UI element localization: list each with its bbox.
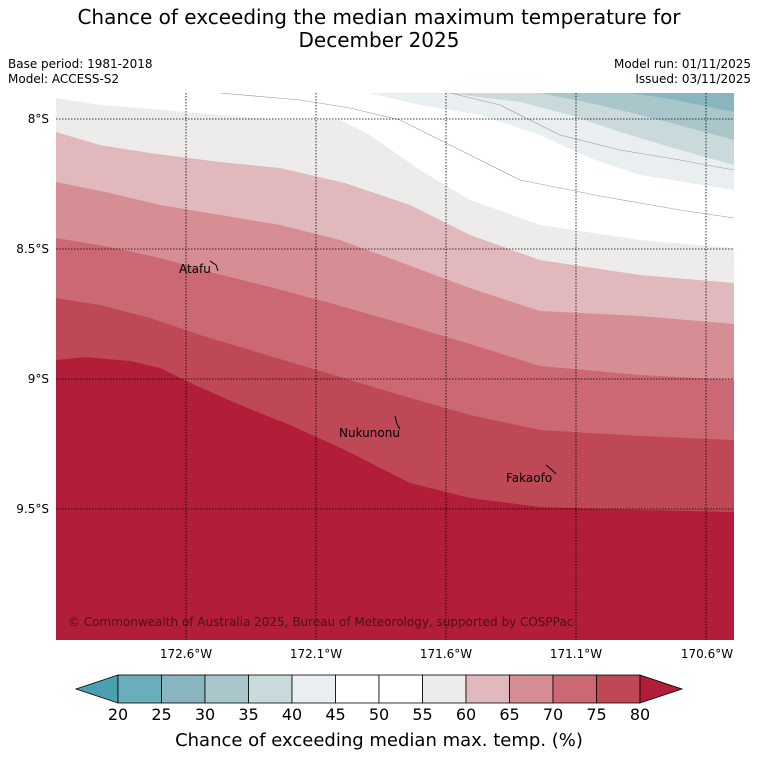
lon-label: 171.6°W <box>420 647 472 661</box>
colorbar-tick: 40 <box>282 705 302 724</box>
band-30-35 <box>540 93 734 140</box>
band-25-30 <box>630 93 734 112</box>
colorbar-tick: 55 <box>412 705 432 724</box>
issued-date: Issued: 03/11/2025 <box>635 72 751 86</box>
meta-left: Base period: 1981-2018 Model: ACCESS-S2 <box>8 57 153 87</box>
colorbar-swatch <box>378 674 423 704</box>
colorbar-swatch <box>596 674 641 704</box>
fakaofo-atoll <box>545 464 557 475</box>
colorbar-tick: 45 <box>325 705 345 724</box>
colorbar-tick: 30 <box>195 705 215 724</box>
colorbar <box>74 674 684 704</box>
model-name: Model: ACCESS-S2 <box>8 72 120 86</box>
copyright-note: © Commonwealth of Australia 2025, Bureau… <box>68 615 573 629</box>
colorbar-swatch <box>509 674 554 704</box>
colorbar-swatch <box>422 674 467 704</box>
lat-label: 9°S <box>28 372 49 386</box>
place-atafu: Atafu <box>179 262 211 276</box>
map-title: Chance of exceeding the median maximum t… <box>0 6 758 52</box>
colorbar-over-arrow <box>639 674 684 704</box>
title-line-1: Chance of exceeding the median maximum t… <box>77 5 681 29</box>
contour-lines <box>219 93 734 219</box>
nukunonu-atoll <box>394 415 401 430</box>
colorbar-swatch <box>465 674 510 704</box>
graticule <box>56 93 734 640</box>
colorbar-tick: 25 <box>151 705 171 724</box>
lat-label: 9.5°S <box>16 502 49 516</box>
base-period: Base period: 1981-2018 <box>8 57 153 71</box>
title-line-2: December 2025 <box>298 28 460 52</box>
meta-right: Model run: 01/11/2025 Issued: 03/11/2025 <box>614 57 751 87</box>
colorbar-tick: 20 <box>108 705 128 724</box>
colorbar-swatch <box>552 674 597 704</box>
colorbar-swatch <box>204 674 249 704</box>
colorbar-swatch <box>335 674 380 704</box>
colorbar-tick: 50 <box>369 705 389 724</box>
colorbar-tick: 35 <box>238 705 258 724</box>
lat-label: 8.5°S <box>16 242 49 256</box>
lon-label: 171.1°W <box>550 647 602 661</box>
atafu-atoll <box>209 260 219 272</box>
colorbar-tick: 80 <box>630 705 650 724</box>
place-nukunonu: Nukunonu <box>339 426 400 440</box>
lat-label: 8°S <box>28 112 49 126</box>
colorbar-tick: 65 <box>499 705 519 724</box>
colorbar-swatch <box>248 674 293 704</box>
lon-label: 170.6°W <box>681 647 733 661</box>
model-run: Model run: 01/11/2025 <box>613 57 751 71</box>
colorbar-tick: 70 <box>543 705 563 724</box>
colorbar-under-arrow <box>74 674 119 704</box>
colorbar-tick: 75 <box>586 705 606 724</box>
colorbar-swatch <box>291 674 336 704</box>
atoll-outlines <box>209 260 557 475</box>
colorbar-tick: 60 <box>456 705 476 724</box>
colorbar-tick-labels: 20 25 30 35 40 45 50 55 60 65 70 75 80 <box>108 705 650 724</box>
map-area <box>56 93 734 640</box>
colorbar-swatch <box>161 674 206 704</box>
colorbar-swatch <box>117 674 162 704</box>
place-fakaofo: Fakaofo <box>506 471 552 485</box>
lon-label: 172.1°W <box>290 647 342 661</box>
colorbar-label: Chance of exceeding median max. temp. (%… <box>175 730 583 751</box>
lon-label: 172.6°W <box>160 647 212 661</box>
